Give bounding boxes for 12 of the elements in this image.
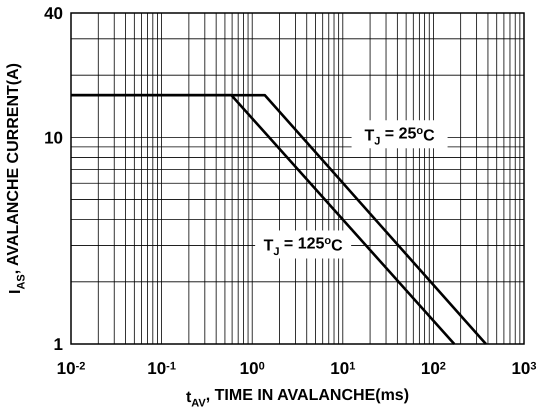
- x-axis-title: t$_{AV}$, TIME IN AVALANCHE(ms): [186, 387, 410, 410]
- x-tick-label: 10$^{0}$: [240, 359, 265, 378]
- y-tick-label: 40: [44, 4, 63, 23]
- y-tick-label: 1: [54, 335, 63, 354]
- x-tick-label: 10$^{3}$: [511, 359, 537, 378]
- x-tick-label: 10$^{1}$: [330, 359, 356, 378]
- x-tick-label: 10$^{-1}$: [147, 359, 176, 378]
- text: T$_{J}$ = 25$^{o}$C: [364, 124, 436, 148]
- x-tick-label: 10$^{2}$: [420, 359, 446, 378]
- y-tick-label: 10: [44, 128, 63, 148]
- series-label: T$_{J}$ = 125$^{o}$C: [264, 235, 344, 258]
- x-tick-label: 10$^{-2}$: [56, 359, 86, 378]
